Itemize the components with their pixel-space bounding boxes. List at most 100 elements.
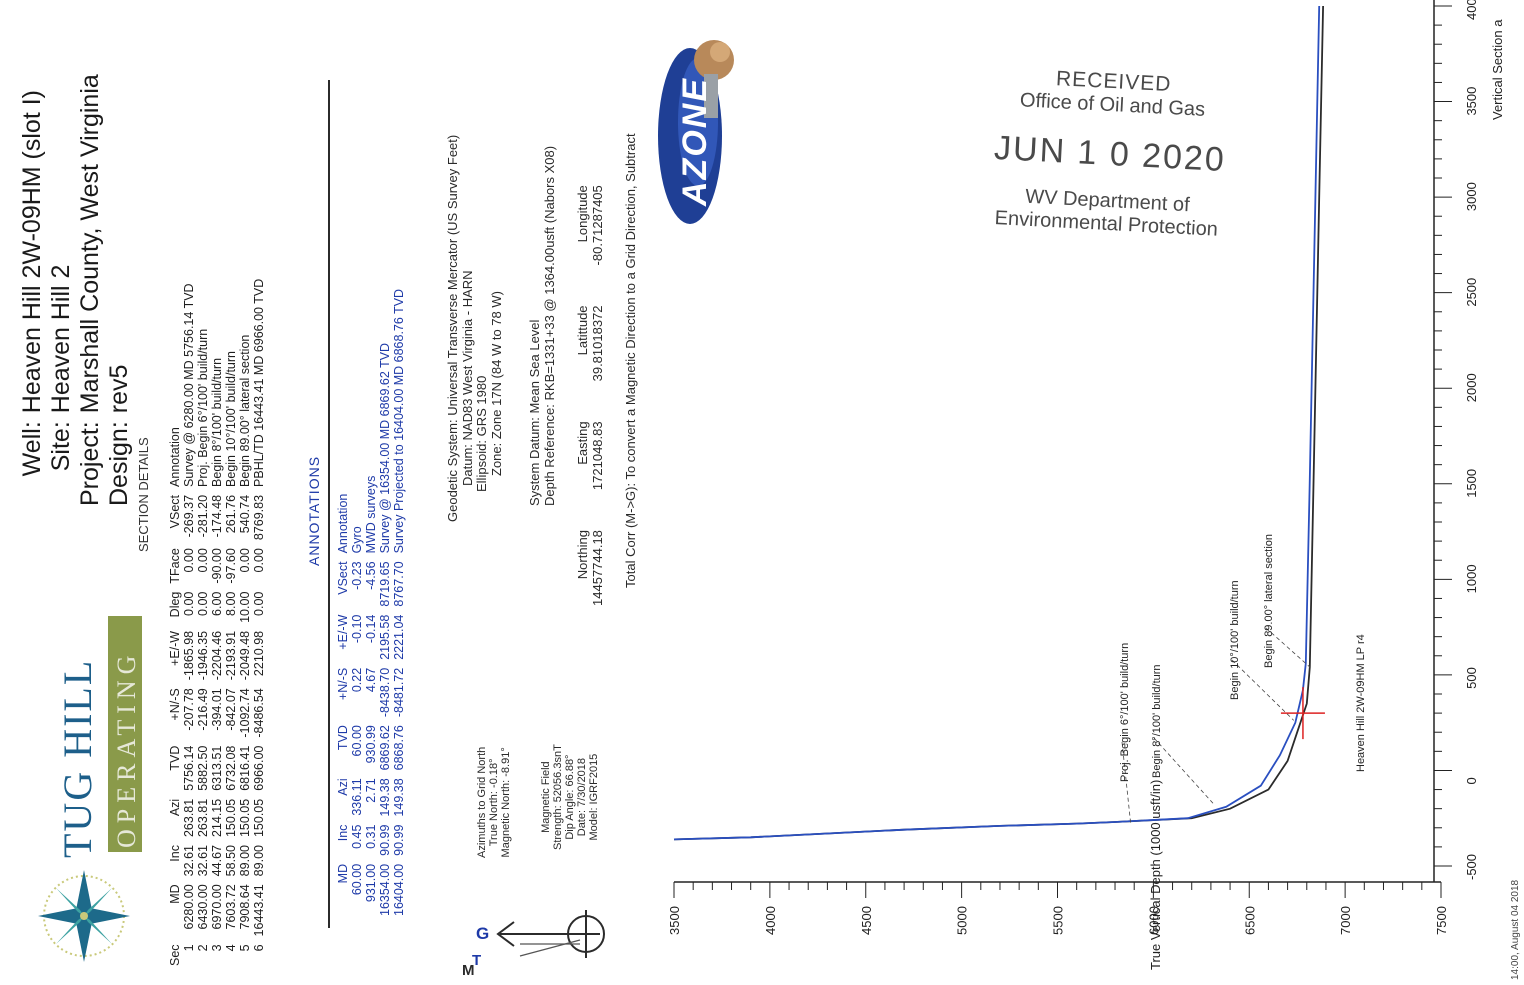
tvd-tick-label: 7500: [1434, 906, 1449, 935]
well-value: Heaven Hill 2W-09HM (slot I): [18, 90, 46, 414]
annotation-row: 16404.00 90.99 149.38 6868.76 -8481.72 2221.0…: [392, 285, 406, 920]
azimuths-title: Azimuths to Grid North: [476, 746, 488, 858]
annotation-cell-7: Survey @ 16354.00 MD 6869.62 TVD: [378, 342, 392, 554]
section-cell-3: 263.81: [196, 798, 210, 838]
section-cell-9: 540.74: [238, 494, 252, 534]
annotation-cell-0: 931.00: [364, 863, 378, 903]
section-cell-0: 3: [210, 944, 224, 952]
section-cell-9: -281.20: [196, 494, 210, 538]
system-datum: System Datum: Mean Sea Level: [527, 319, 542, 506]
annotation-cell-3: 60.00: [350, 725, 364, 757]
vs-tick-label: -500: [1464, 854, 1479, 880]
annotations-table: MD Inc Azi TVD +N/-S +E/-W VSect Annotation 60.…: [336, 285, 406, 920]
geodetic-datum: Datum: NAD83 West Virginia - HARN: [459, 270, 475, 486]
section-row: 5 7908.64 89.00 150.05 6816.41 -1092.74 -2049.…: [238, 275, 252, 970]
tvd-tick-label: 6000: [1146, 906, 1161, 935]
section-cell-1: 6280.00: [182, 884, 196, 930]
annotation-cell-6: 8767.70: [392, 561, 406, 607]
section-cell-2: 89.00: [252, 845, 266, 877]
annotation-header-cell-4: +N/-S: [336, 667, 350, 701]
design-label: Design:: [105, 421, 133, 506]
geodetic-system: Geodetic System: Universal Transverse Me…: [445, 134, 460, 522]
annotation-label: Begin 89.00° lateral section: [1263, 534, 1275, 668]
datum-block: System Datum: Mean Sea Level Depth Refer…: [527, 145, 557, 506]
section-cell-10: Begin 10°/100' build/turn: [224, 351, 238, 487]
section-header-cell-10: Annotation: [168, 427, 182, 487]
section-cell-1: 6970.00: [210, 884, 224, 930]
section-cell-10: Begin 8°/100' build/turn: [210, 357, 224, 487]
annotation-header-cell-0: MD: [336, 863, 350, 884]
vs-tick-label: 2000: [1464, 373, 1479, 402]
tvd-tick-label: 6500: [1242, 906, 1257, 935]
section-row: 4 7603.72 58.50 150.05 6732.08 -842.07 -2193.9…: [224, 275, 238, 970]
annotation-row: 16354.00 90.99 149.38 6869.62 -8438.70 2195.5…: [378, 285, 392, 920]
tvd-tick-label: 5000: [955, 906, 970, 935]
annotation-cell-0: 60.00: [350, 863, 364, 896]
magnetic-field-title: Magnetic Field: [540, 761, 552, 833]
section-cell-0: 2: [196, 944, 210, 952]
section-cell-9: 261.76: [224, 494, 238, 534]
annotation-cell-1: 90.99: [378, 824, 392, 856]
geodetic-zone: Zone: Zone 17N (84 W to 78 W): [488, 291, 504, 476]
actual-wellpath-line: [673, 5, 1324, 841]
magnetic-north: Magnetic North: -8.91°: [500, 747, 512, 858]
design-value: rev5: [105, 364, 133, 414]
section-cell-2: 89.00: [238, 845, 252, 877]
annotation-header-cell-1: Inc: [336, 824, 350, 842]
tvd-tick-label: 4000: [763, 906, 778, 935]
section-cell-0: 1: [182, 944, 196, 952]
section-cell-7: 10.00: [238, 591, 252, 623]
section-header-cell-9: VSect: [168, 494, 182, 529]
company-logo: TUG HILL OPERATING: [20, 560, 142, 980]
drill-bit-icon: [658, 40, 734, 224]
annotation-cell-5: 2195.58: [378, 614, 392, 660]
section-cell-5: -394.01: [210, 688, 224, 731]
section-row: 1 6280.00 32.61 263.81 5756.14 -207.78 -1865.9…: [182, 275, 196, 970]
annotation-cell-5: -0.14: [364, 614, 378, 644]
annotation-cell-5: -0.10: [350, 614, 364, 644]
section-row: 6 16443.41 89.00 150.05 6966.00 -8486.54 2210.…: [252, 275, 266, 970]
magnetic-north-label: M: [462, 962, 475, 979]
logo-text-tughill: TUG HILL: [55, 658, 100, 858]
section-header-cell-4: TVD: [168, 745, 182, 771]
vs-tick-label: 0: [1464, 777, 1479, 784]
section-details-title: SECTION DETAILS: [136, 437, 151, 552]
annotation-cell-4: -8481.72: [392, 667, 406, 718]
annotation-label: Begin 8°/100' build/turn: [1151, 664, 1163, 778]
annotation-cell-2: 336.11: [350, 778, 364, 816]
section-header-cell-0: Sec: [168, 944, 182, 966]
vs-axis-label: Vertical Section a: [1490, 19, 1505, 120]
tvd-tick-label: 7000: [1338, 906, 1353, 935]
section-cell-5: -1092.74: [238, 688, 252, 738]
annotation-cell-1: 0.45: [350, 824, 364, 849]
tvd-tick-label: 5500: [1051, 906, 1066, 935]
section-cell-10: Survey @ 6280.00 MD 5756.14 TVD: [182, 283, 196, 487]
section-cell-0: 4: [224, 944, 238, 952]
annotation-cell-6: -4.56: [364, 561, 378, 590]
section-cell-10: PBHL/TD 16443.41 MD 6966.00 TVD: [252, 278, 266, 487]
section-cell-2: 32.61: [196, 845, 210, 877]
section-cell-10: Proj. Begin 6°/100' build/turn: [196, 328, 210, 487]
depth-reference: Depth Reference: RKB=1331+33 @ 1364.00us…: [541, 145, 557, 506]
northing-header: Northing: [575, 530, 590, 580]
annotation-cell-3: 6868.76: [392, 725, 406, 771]
true-north: True North: -0.18°: [488, 758, 500, 847]
annotation-leader: [1153, 737, 1214, 804]
annotation-header-cell-5: +E/-W: [336, 614, 350, 650]
annotation-cell-7: Survey Projected to 16404.00 MD 6868.76 …: [392, 288, 406, 554]
annotation-leader: [1265, 627, 1311, 668]
vs-tick-label: 3000: [1464, 182, 1479, 211]
section-cell-6: 2210.98: [252, 630, 266, 677]
section-cell-6: -1946.35: [196, 630, 210, 681]
vs-tick-label: 3500: [1464, 87, 1479, 116]
latitude-value: 39.81018372: [589, 305, 605, 382]
tvd-tick-label: 3500: [667, 906, 682, 935]
wellbore-section-chart: 3500 4000 4500 5000 5500 6000 6500 7000 7500-500…: [667, 0, 1505, 970]
section-cell-4: 5882.50: [196, 745, 210, 791]
annotation-header-cell-2: Azi: [336, 778, 350, 796]
annotation-cell-6: -0.23: [350, 561, 364, 590]
annotation-cell-4: 4.67: [364, 667, 378, 693]
section-row: 2 6430.00 32.61 263.81 5882.50 -216.49 -1946.3…: [196, 275, 210, 970]
section-header-cell-6: +E/-W: [168, 630, 182, 666]
section-cell-1: 16443.41: [252, 884, 266, 937]
